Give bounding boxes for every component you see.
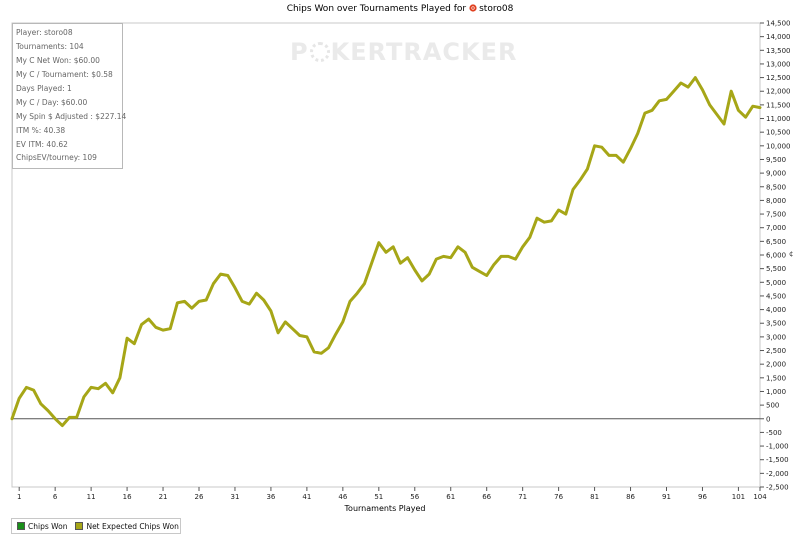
y-tick-label: -1,500	[766, 456, 789, 464]
y-tick-label: 1,500	[766, 374, 786, 382]
y-tick-label: 8,500	[766, 183, 786, 191]
y-tick-label: 14,500	[766, 20, 791, 28]
x-tick-label: 16	[123, 493, 132, 501]
legend-label-chips-won: Chips Won	[28, 521, 68, 531]
x-tick-label: 101	[732, 493, 745, 501]
stat-ev-itm: EV ITM: 40.62	[16, 139, 68, 149]
y-axis: -2,500 -2,000 -1,500 -1,000 -500 0 500 1,000 1,5…	[760, 20, 791, 492]
y-tick-label: 6,500	[766, 238, 786, 246]
x-tick-label: 61	[446, 493, 455, 501]
y-tick-label: -500	[766, 429, 782, 437]
y-tick-label: 13,500	[766, 47, 791, 55]
stat-itm-percent: ITM %: 40.38	[16, 125, 66, 135]
y-tick-label: 14,000	[766, 33, 791, 41]
y-tick-label: 12,000	[766, 88, 791, 96]
y-tick-label: 5,000	[766, 279, 786, 287]
x-tick-label: 31	[231, 493, 240, 501]
y-tick-label: 2,500	[766, 347, 786, 355]
legend-label-net-expected: Net Expected Chips Won	[86, 521, 179, 531]
stat-tournaments: Tournaments: 104	[16, 41, 84, 51]
y-tick-label: 4,000	[766, 306, 786, 314]
y-tick-label: 8,000	[766, 197, 786, 205]
x-tick-label: 76	[554, 493, 563, 501]
x-tick-label: 1	[17, 493, 21, 501]
y-tick-label: 5,500	[766, 265, 786, 273]
y-tick-label: -1,000	[766, 443, 789, 451]
x-tick-label: 104	[753, 493, 767, 501]
chart-title: Chips Won over Tournaments Played for sto…	[0, 4, 800, 14]
x-tick-label: 46	[338, 493, 347, 501]
stat-net-won: My C Net Won: $60.00	[16, 55, 100, 65]
y-tick-label: 7,000	[766, 224, 786, 232]
legend: Chips Won Net Expected Chips Won	[11, 518, 181, 534]
y-tick-label: 2,000	[766, 361, 786, 369]
y-tick-label: 10,500	[766, 129, 791, 137]
y-tick-label: -2,000	[766, 470, 789, 478]
legend-swatch-net-expected	[75, 522, 84, 530]
legend-item-chips-won[interactable]: Chips Won	[17, 522, 67, 531]
x-tick-label: 91	[662, 493, 671, 501]
y-tick-label: 11,500	[766, 101, 791, 109]
y-tick-label: 10,000	[766, 142, 791, 150]
series-line-1	[10, 76, 762, 428]
watermark-text-tracker: TRACKER	[386, 38, 518, 66]
x-tick-label: 86	[626, 493, 635, 501]
x-tick-label: 21	[159, 493, 168, 501]
y-tick-label: 3,500	[766, 320, 786, 328]
y-tick-label: 11,000	[766, 115, 791, 123]
chart-title-player: storo08	[479, 4, 514, 14]
x-tick-label: 71	[518, 493, 527, 501]
y-tick-label: 7,500	[766, 211, 786, 219]
x-tick-label: 51	[374, 493, 383, 501]
y-axis-unit-glyph: ¢	[789, 250, 794, 258]
legend-swatch-chips-won	[17, 522, 25, 530]
x-tick-label: 6	[53, 493, 58, 501]
pokertracker-watermark: P KERTRACKER	[290, 38, 518, 66]
y-tick-label: -2,500	[766, 484, 789, 492]
stat-per-day: My C / Day: $60.00	[16, 97, 88, 107]
x-tick-label: 11	[87, 493, 96, 501]
legend-item-net-expected[interactable]: Net Expected Chips Won	[75, 521, 179, 531]
y-tick-label: 0	[766, 415, 770, 423]
stats-panel: Player: storo08 Tournaments: 104 My C Ne…	[12, 23, 127, 169]
y-tick-label: 9,500	[766, 156, 786, 164]
y-tick-label: 12,500	[766, 74, 791, 82]
series-lines	[10, 76, 762, 428]
poker-chip-watermark-icon	[309, 42, 330, 62]
stat-per-tournament: My C / Tournament: $0.58	[16, 69, 113, 79]
watermark-text-ker: KER	[330, 38, 386, 66]
y-tick-label: 6,000	[766, 252, 786, 260]
y-tick-label: 1,000	[766, 388, 786, 396]
x-tick-label: 26	[195, 493, 204, 501]
x-axis: 1 6 11 16 21 26 31 36 41 46 51 56 61 66 71 76 81 86 91 96 10…	[17, 487, 767, 501]
watermark-text-p: P	[290, 38, 309, 66]
y-tick-label: 9,000	[766, 170, 786, 178]
plot-border	[11, 22, 761, 488]
x-tick-label: 66	[482, 493, 491, 501]
chart-title-text: Chips Won over Tournaments Played for	[286, 4, 467, 14]
y-tick-label: 3,000	[766, 333, 786, 341]
poker-chip-red-icon	[469, 4, 477, 12]
stat-spin-adjusted: My Spin $ Adjusted : $227.14	[16, 111, 127, 121]
stat-days-played: Days Played: 1	[16, 83, 72, 93]
y-tick-label: 4,500	[766, 292, 786, 300]
y-tick-label: 13,000	[766, 60, 791, 68]
x-tick-label: 96	[698, 493, 707, 501]
x-tick-label: 36	[266, 493, 275, 501]
plot-frame	[11, 22, 761, 488]
x-tick-label: 81	[590, 493, 599, 501]
stat-chips-ev: ChipsEV/tourney: 109	[16, 153, 97, 163]
y-tick-label: 500	[766, 402, 779, 410]
x-axis-title: Tournaments Played	[344, 504, 426, 513]
x-tick-label: 41	[302, 493, 311, 501]
x-tick-label: 56	[410, 493, 419, 501]
stat-player: Player: storo08	[16, 28, 73, 37]
